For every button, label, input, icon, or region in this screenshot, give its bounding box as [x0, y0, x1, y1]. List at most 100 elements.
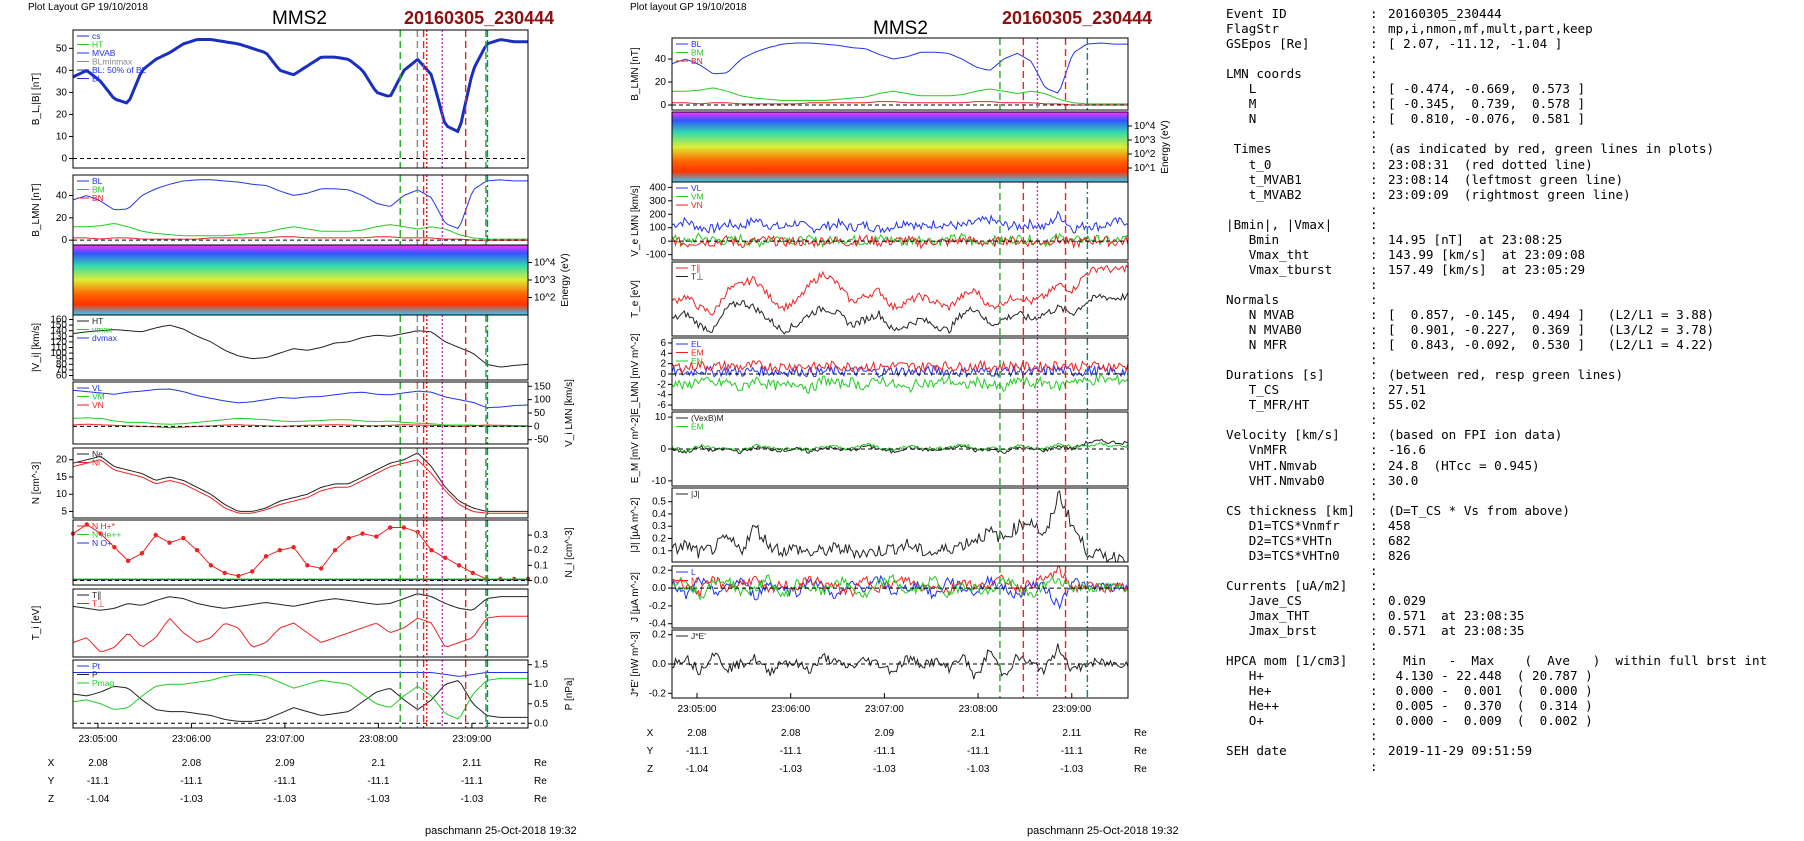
summary-key: He++ [1226, 698, 1280, 714]
summary-value: 0.000 - 0.009 ( 0.002 ) [1388, 713, 1593, 729]
summary-value: 0.005 - 0.370 ( 0.314 ) [1388, 698, 1593, 714]
legend-entry: BN [691, 56, 703, 66]
summary-value: 30.0 [1388, 472, 1419, 488]
pos-unit: Re [1134, 728, 1147, 739]
summary-colon: : [1370, 6, 1378, 21]
summary-colon: : [1370, 457, 1378, 473]
xtick-label: 23:08:00 [959, 704, 998, 715]
summary-colon: : [1370, 472, 1378, 488]
ytick-label: 200 [649, 209, 666, 220]
ytick-label: 0.2 [652, 630, 666, 641]
pos-value: -11.1 [967, 746, 989, 757]
plot-area [672, 262, 1128, 336]
summary-value: 23:09:09 (rightmost green line) [1388, 186, 1631, 202]
legend-entry: N O+ [92, 538, 112, 548]
plot-area [73, 448, 528, 518]
series-line-He [72, 524, 528, 580]
y-axis-label: Energy (eV) [1160, 120, 1171, 173]
series-line-T [671, 264, 1129, 316]
data-point [139, 551, 145, 556]
summary-key: L [1226, 81, 1257, 97]
summary-key: O+ [1226, 713, 1264, 729]
series-line-VL [72, 388, 529, 409]
summary-value: 157.49 [km/s] at 23:05:29 [1388, 261, 1586, 277]
ytick-label: -0.2 [649, 688, 667, 699]
ytick-label: 0.1 [652, 546, 666, 557]
series-line-VN [671, 234, 1129, 250]
summary-value: 14.95 [nT] at 23:08:25 [1388, 231, 1563, 247]
y-axis-label: B_L,|B| [nT] [31, 73, 42, 126]
xtick-label: 23:07:00 [865, 704, 904, 715]
pos-value: -1.04 [686, 764, 709, 775]
pos-unit: Re [1134, 764, 1147, 775]
data-point [98, 531, 103, 536]
plot-area [73, 520, 528, 585]
summary-key: D2=TCS*VHTn [1226, 532, 1333, 548]
ytick-label: 10^2 [1134, 149, 1156, 160]
subplot-8: T_i [eV] T∥T⊥ [31, 588, 529, 658]
pos-value: 2.09 [275, 758, 295, 769]
spectrogram [672, 112, 1128, 182]
summary-colon: : [1370, 156, 1378, 172]
ytick-label: 100 [649, 223, 666, 234]
summary-value: (D=T_CS * Vs from above) [1388, 502, 1570, 518]
pos-value: -1.03 [274, 794, 297, 805]
ytick-label: 0 [660, 100, 666, 111]
legend-entry: P [92, 670, 98, 680]
summary-key: He+ [1226, 683, 1272, 699]
legend-entry: cs [92, 31, 101, 41]
pos-value: -1.03 [779, 764, 802, 775]
ytick-label: 130 [50, 331, 67, 342]
summary-colon: : [1370, 743, 1378, 759]
ytick-label: 50 [534, 408, 546, 419]
subplot-frame [72, 519, 529, 586]
ytick-label: -4 [657, 390, 666, 401]
summary-colon: : [1370, 322, 1378, 338]
series-line-P [72, 680, 528, 722]
ytick-label: 30 [56, 87, 68, 98]
legend-entry: HT [92, 40, 103, 50]
data-point [167, 540, 172, 545]
series-line-Pmag [72, 674, 528, 720]
summary-colon: : [1370, 487, 1378, 503]
ytick-label: 140 [50, 326, 67, 337]
ytick-label: 100 [534, 395, 551, 406]
ytick-label: 90 [56, 354, 68, 365]
ytick-label: 20 [56, 109, 68, 120]
summary-colon: : [1370, 201, 1378, 217]
series-line-T [671, 292, 1129, 335]
ytick-label: -50 [534, 435, 549, 446]
data-point [443, 555, 448, 561]
y-axis-label: N_i [cm^-3] [564, 527, 575, 577]
pos-value: 2.08 [781, 728, 801, 739]
series-line-BN [73, 236, 528, 241]
pos-value: 2.11 [463, 758, 482, 769]
ytick-label: 2 [660, 359, 666, 370]
subplot-frame [671, 629, 1129, 699]
plot-area [73, 589, 528, 657]
data-point [263, 554, 269, 559]
pos-value: -11.1 [461, 776, 483, 787]
ytick-label: 0.1 [534, 560, 548, 571]
y-axis-label: V_e LMN [km/s] [630, 185, 641, 256]
series-line-EN [671, 373, 1129, 395]
pos-value: -11.1 [873, 746, 895, 757]
pos-row-label: Y [48, 776, 55, 787]
data-point [456, 563, 462, 568]
legend-entry: EM [691, 348, 704, 358]
ytick-label: 0.2 [534, 545, 548, 556]
pos-value: -11.1 [180, 776, 202, 787]
pos-value: -1.03 [967, 764, 990, 775]
plot-area [73, 30, 528, 168]
pos-unit: Re [1134, 746, 1147, 757]
ytick-label: 0.2 [652, 565, 666, 576]
right-footer: paschmann 25-Oct-2018 19:32 [1027, 825, 1179, 837]
summary-key: Vmax_tht [1226, 246, 1310, 262]
ytick-label: 20 [56, 213, 68, 224]
pos-value: 2.1 [371, 758, 385, 769]
xtick-label: 23:05:00 [678, 704, 717, 715]
legend-entry: dvmax [92, 333, 118, 343]
